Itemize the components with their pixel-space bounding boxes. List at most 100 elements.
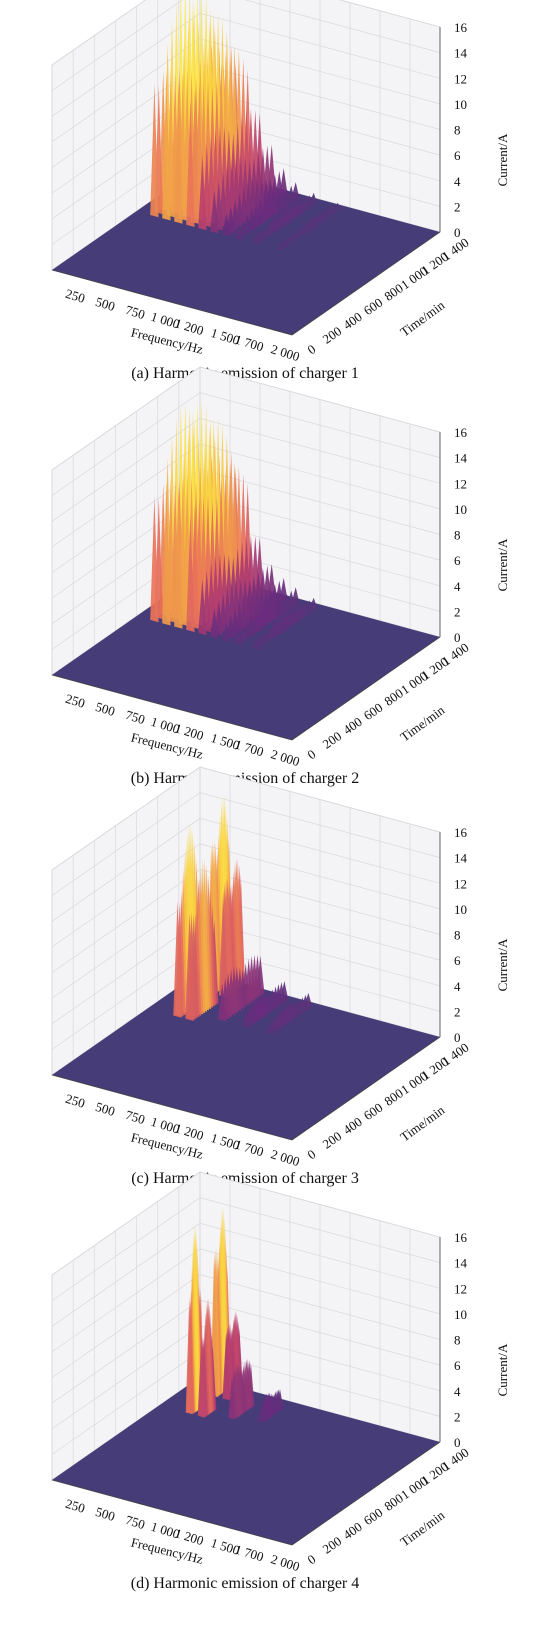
frequency-tick-label: 750 (124, 1107, 147, 1127)
frequency-axis-line (51, 269, 293, 336)
surface-spike (293, 228, 303, 240)
frequency-axis-line (51, 674, 293, 741)
time-tick-label: 600 (361, 295, 386, 318)
current-tick-label: 6 (454, 953, 461, 968)
surface-spike (218, 983, 227, 1022)
time-axis-label: Time/min (397, 1507, 447, 1549)
surface-spike (234, 628, 243, 645)
surface-spike (261, 225, 270, 239)
z-gridline (51, 0, 441, 66)
time-tick-label: 0 (304, 1146, 318, 1162)
surface-spike (309, 192, 318, 205)
frequency-tick-label: 750 (124, 707, 147, 727)
surface-spike (242, 1009, 251, 1028)
surface-floor (52, 572, 440, 740)
current-tick-label: 6 (454, 148, 461, 163)
current-tick-label: 2 (454, 1409, 461, 1424)
time-tick-label: 200 (320, 1128, 345, 1151)
surface-spike (185, 1297, 193, 1415)
frequency-tick-label: 500 (94, 1504, 117, 1524)
surface-spike (162, 71, 171, 221)
frequency-tick-label: 2 000 (269, 1146, 301, 1169)
time-tick-label: 200 (320, 323, 345, 346)
surface-spike (150, 83, 159, 218)
surface-spike (278, 206, 288, 227)
time-tick-label: 600 (361, 1100, 386, 1123)
frequency-tick-label: 2 000 (269, 341, 301, 364)
time-axis-line (291, 231, 441, 336)
surface-floor (52, 972, 440, 1140)
frequency-axis-line (51, 1479, 293, 1546)
frequency-tick-label: 1 700 (233, 1136, 265, 1159)
surface-spike (311, 213, 320, 227)
time-axis-label: Time/min (397, 297, 447, 339)
surface-spike (222, 213, 231, 237)
surface-spike (333, 202, 342, 212)
frequency-tick-label: 1 700 (233, 1541, 265, 1564)
time-tick-label: 400 (340, 1114, 365, 1137)
time-tick-label: 600 (361, 1505, 386, 1528)
surface-spike (302, 220, 312, 233)
current-tick-label: 10 (454, 1307, 467, 1322)
current-tick-label: 14 (454, 46, 468, 61)
surface-spike (265, 625, 274, 641)
surface-spike (329, 204, 338, 215)
surface-spike (265, 220, 274, 236)
current-tick-label: 12 (454, 1281, 467, 1296)
time-tick-label: 200 (320, 728, 345, 751)
surface-spike (198, 578, 207, 636)
current-tick-label: 16 (454, 20, 468, 35)
time-tick-label: 600 (361, 700, 386, 723)
time-axis-label: Time/min (397, 702, 447, 744)
time-axis-line (291, 1441, 441, 1546)
time-tick-label: 0 (304, 1551, 318, 1567)
surface-spike (274, 615, 283, 635)
frequency-tick-label: 250 (64, 691, 87, 711)
current-tick-label: 0 (454, 630, 461, 645)
current-tick-label: 0 (454, 225, 461, 240)
time-tick-label: 0 (304, 746, 318, 762)
frequency-tick-label: 1 700 (233, 736, 265, 759)
current-tick-label: 8 (454, 1333, 461, 1348)
surface-spike (234, 223, 243, 240)
surface-spike (228, 1377, 236, 1420)
surface-spike (252, 230, 261, 245)
frequency-axis-line (51, 1074, 293, 1141)
frequency-tick-label: 2 000 (269, 746, 301, 769)
current-tick-label: 16 (454, 1230, 468, 1245)
surface-spike (210, 190, 219, 234)
current-tick-label: 8 (454, 123, 461, 138)
frequency-tick-label: 750 (124, 302, 147, 322)
surface-spike (252, 635, 261, 650)
surface-spike (256, 228, 265, 242)
frequency-tick-label: 250 (64, 1496, 87, 1516)
surface-spike (185, 912, 194, 1021)
surface-spike (162, 481, 171, 626)
surface-spike (307, 216, 316, 230)
current-tick-label: 0 (454, 1435, 461, 1450)
frequency-tick-label: 250 (64, 1091, 87, 1111)
current-tick-label: 6 (454, 1358, 461, 1373)
frequency-tick-label: 1 700 (233, 331, 265, 354)
frequency-tick-label: 500 (94, 294, 117, 314)
current-tick-label: 2 (454, 199, 461, 214)
surface-spike (289, 232, 298, 243)
surface-spike (197, 1336, 205, 1418)
surface-spike (269, 215, 279, 233)
current-tick-label: 12 (454, 476, 467, 491)
frequency-tick-label: 2 000 (269, 1551, 301, 1574)
current-axis-label: Current/A (495, 538, 510, 591)
current-tick-label: 0 (454, 1030, 461, 1045)
current-tick-label: 4 (454, 979, 461, 994)
panel-caption: (d) Harmonic emission of charger 4 (131, 1575, 360, 1592)
surface-spike (274, 210, 283, 230)
current-tick-label: 16 (454, 425, 468, 440)
current-tick-label: 14 (454, 1256, 468, 1271)
surface-spike (174, 80, 183, 224)
current-tick-label: 10 (454, 502, 467, 517)
current-tick-label: 8 (454, 528, 461, 543)
current-axis-label: Current/A (495, 133, 510, 186)
surface-spike (256, 633, 265, 647)
